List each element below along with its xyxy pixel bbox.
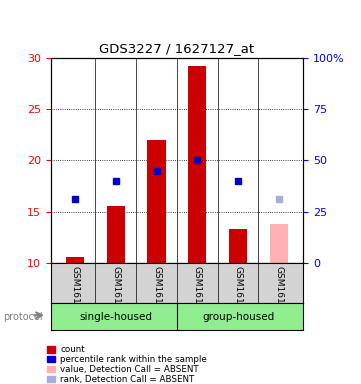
Text: single-housed: single-housed <box>79 312 152 322</box>
Bar <box>188 66 206 263</box>
Text: value, Detection Call = ABSENT: value, Detection Call = ABSENT <box>60 365 199 374</box>
Text: group-housed: group-housed <box>202 312 274 322</box>
Text: GSM161260: GSM161260 <box>234 266 243 321</box>
Bar <box>147 140 166 263</box>
Text: GSM161259: GSM161259 <box>193 266 202 321</box>
Bar <box>270 224 288 263</box>
Text: percentile rank within the sample: percentile rank within the sample <box>60 355 207 364</box>
Text: count: count <box>60 345 85 354</box>
Text: GSM161249: GSM161249 <box>70 266 79 321</box>
Text: rank, Detection Call = ABSENT: rank, Detection Call = ABSENT <box>60 375 195 384</box>
Text: GSM161253: GSM161253 <box>152 266 161 321</box>
Text: protocol: protocol <box>4 312 43 322</box>
Bar <box>229 229 247 263</box>
Title: GDS3227 / 1627127_at: GDS3227 / 1627127_at <box>99 42 255 55</box>
Text: GSM161252: GSM161252 <box>111 266 120 321</box>
Text: GSM161262: GSM161262 <box>274 266 283 321</box>
Bar <box>66 257 84 263</box>
Bar <box>106 205 125 263</box>
